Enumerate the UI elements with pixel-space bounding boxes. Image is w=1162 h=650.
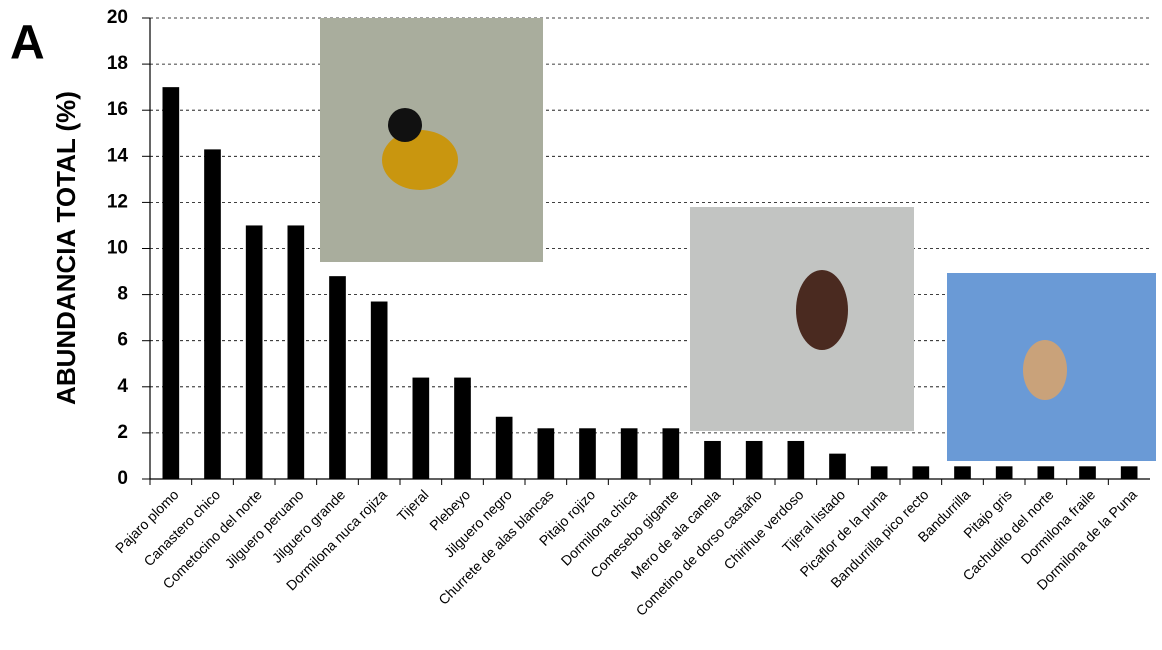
bar	[1037, 466, 1055, 479]
bar	[620, 428, 638, 479]
bar	[995, 466, 1013, 479]
x-tick-label: Dormilona chica	[558, 486, 640, 568]
bar	[662, 428, 680, 479]
photo-bird-body	[1023, 340, 1067, 400]
y-tick-label: 18	[107, 53, 128, 74]
bar	[162, 87, 180, 480]
panel-label: A	[10, 17, 45, 70]
bar	[954, 466, 971, 479]
y-tick-label: 12	[107, 191, 128, 212]
bar	[829, 453, 846, 479]
y-tick-label: 4	[117, 376, 128, 397]
y-tick-label: 8	[117, 284, 128, 305]
photo	[320, 18, 1156, 461]
bar	[1079, 466, 1096, 479]
bar	[454, 377, 471, 479]
y-tick-label: 6	[117, 330, 128, 351]
bar	[870, 466, 888, 479]
y-axis-title: ABUNDANCIA TOTAL (%)	[51, 91, 81, 405]
photo-bird-head	[388, 108, 422, 142]
bar	[537, 428, 555, 479]
x-tick-label: Tijeral	[394, 486, 432, 524]
bar	[204, 149, 221, 479]
y-tick-label: 2	[117, 422, 128, 443]
bar	[579, 428, 596, 479]
y-tick-label: 0	[117, 468, 128, 489]
bar	[329, 276, 346, 479]
y-tick-label: 16	[107, 99, 128, 120]
bar	[245, 225, 263, 479]
photo-bird-body	[796, 270, 848, 350]
bar	[787, 440, 805, 479]
x-tick-label: Dormilona fraile	[1018, 486, 1099, 567]
y-tick-label: 14	[107, 145, 129, 166]
photo-bird-body	[382, 130, 458, 190]
bar	[745, 440, 763, 479]
bar	[704, 440, 721, 479]
x-tick-label: Jilguero grande	[269, 486, 349, 566]
y-tick-label: 10	[107, 238, 128, 259]
bar	[287, 225, 305, 479]
bar	[495, 416, 513, 479]
bar	[1120, 466, 1138, 479]
bar	[912, 466, 930, 479]
bar	[370, 301, 388, 479]
bar	[412, 377, 430, 479]
y-tick-label: 20	[107, 7, 128, 28]
